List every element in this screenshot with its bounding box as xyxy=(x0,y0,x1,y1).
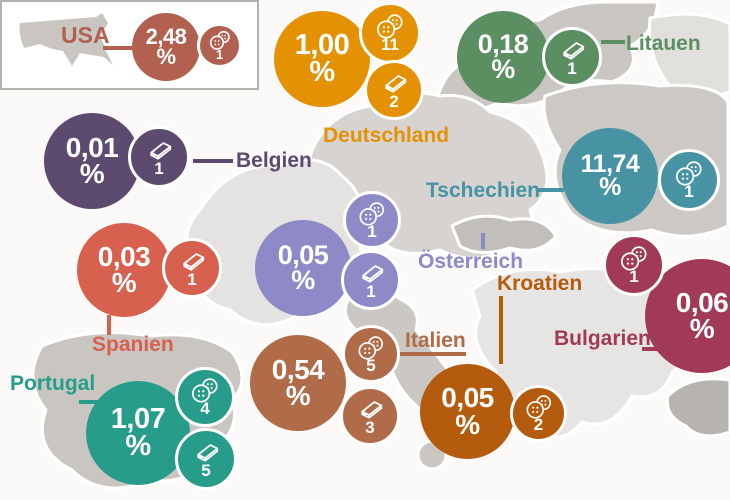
map-turkey xyxy=(665,377,730,438)
map-alps-austria xyxy=(450,214,558,254)
usa-inset-box xyxy=(0,0,259,90)
map-sicily xyxy=(416,439,448,471)
map-baltic-poland xyxy=(542,81,730,238)
